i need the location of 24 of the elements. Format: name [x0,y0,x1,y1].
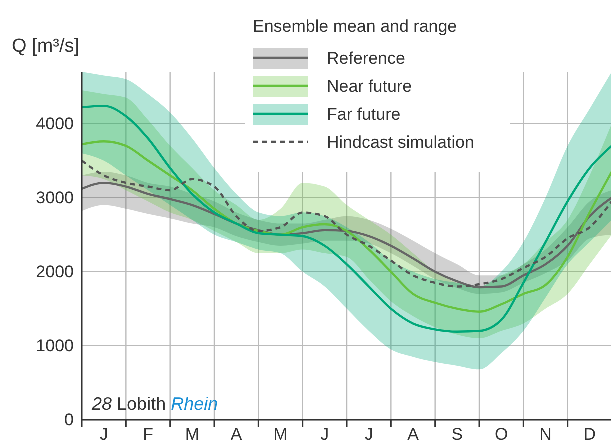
x-tick-label: N [540,425,552,444]
x-tick-label: F [143,425,154,444]
y-tick-label: 1000 [36,336,74,356]
legend-label: Reference [327,49,406,68]
legend-label: Far future [327,105,401,124]
legend-title: Ensemble mean and range [253,17,458,36]
x-tick-label: S [452,425,464,444]
y-tick-label: 4000 [36,114,74,134]
x-tick-label: J [364,425,374,444]
x-tick-label: A [408,425,420,444]
x-tick-label: O [494,425,508,444]
x-tick-label: J [100,425,108,444]
legend-label: Hindcast simulation [327,133,474,152]
y-tick-label: 0 [64,410,74,430]
y-tick-label: 3000 [36,188,74,208]
x-tick-label: D [584,425,596,444]
legend-label: Near future [327,77,412,96]
x-tick-label: M [185,425,200,444]
x-tick-label: J [320,425,330,444]
x-tick-label: A [230,425,243,444]
annotation: 28 Lobith Rhein [91,394,218,414]
y-axis-title: Q [m³/s] [12,36,80,57]
y-tick-label: 2000 [36,262,74,282]
x-tick-label: M [274,425,288,444]
